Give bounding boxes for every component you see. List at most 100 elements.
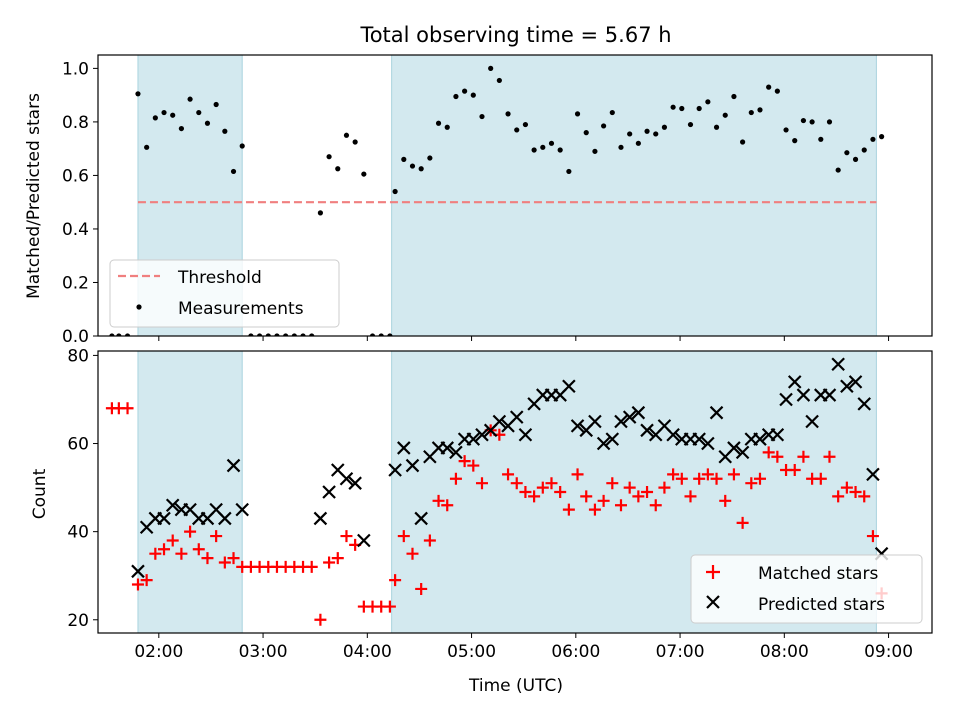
- measurements-point: [470, 92, 476, 98]
- predicted-stars-point: [466, 432, 481, 446]
- matched-stars-point: [832, 490, 845, 503]
- top-y-axis-label: Matched/Predicted stars: [24, 93, 44, 299]
- measurements-point: [387, 333, 393, 336]
- matched-stars-point: [536, 481, 549, 494]
- matched-stars-point: [528, 490, 541, 503]
- measurements-point: [239, 143, 245, 149]
- measurements-point: [161, 109, 167, 116]
- measurements-point: [574, 111, 581, 117]
- matched-stars-point: [641, 486, 654, 498]
- measurements-point: [401, 156, 407, 162]
- matched-stars-point: [441, 499, 454, 512]
- measurements-point: [670, 104, 676, 110]
- bottom-panel: 20 40 60 80 02:00 03:00 04:00 05:00 06:00 07:00 08…: [67, 346, 933, 662]
- matched-stars-point: [649, 499, 662, 512]
- measurements-point: [453, 93, 459, 100]
- measurements-point: [531, 147, 537, 153]
- predicted-stars-point: [805, 414, 819, 429]
- predicted-stars-point: [449, 445, 463, 460]
- matched-stars-point: [166, 534, 179, 547]
- measurements-point: [583, 130, 589, 136]
- measurements-point: [435, 120, 442, 126]
- predicted-stars-point: [226, 458, 241, 473]
- predicted-stars-point: [605, 432, 620, 446]
- matched-stars-point: [719, 494, 732, 507]
- measurements-point: [116, 333, 122, 336]
- matched-stars-point: [693, 472, 706, 485]
- matched-stars-point: [340, 530, 353, 543]
- measurements-point: [230, 168, 237, 175]
- predicted-stars-point: [405, 458, 420, 473]
- measurements-point: [462, 88, 468, 94]
- measurements-point: [731, 93, 737, 100]
- measurements-point: [152, 115, 158, 121]
- predicted-stars-point: [822, 388, 837, 402]
- matched-stars-point: [458, 455, 471, 468]
- measurements-point: [248, 333, 254, 336]
- matched-stars-point: [131, 578, 144, 591]
- measurements-point: [309, 333, 315, 336]
- matched-legend-swatch: [706, 565, 720, 579]
- matched-stars-point: [762, 446, 775, 459]
- matched-stars-point: [597, 494, 610, 507]
- top-plot-area: [109, 55, 885, 336]
- matched-stars-point: [623, 481, 636, 494]
- measurements-point: [852, 156, 859, 162]
- measurements-point: [378, 333, 384, 336]
- predicted-stars-point: [397, 441, 411, 455]
- matched-stars-point: [227, 552, 240, 565]
- matched-stars-point: [606, 477, 619, 490]
- predicted-stars-point: [770, 427, 785, 442]
- matched-stars-point: [745, 477, 758, 490]
- measurements-point: [557, 147, 563, 153]
- x-tick-label: 08:00: [760, 642, 809, 662]
- bottom-y-tick-label: 40: [67, 523, 89, 543]
- matched-stars-point: [323, 556, 336, 569]
- measurements-point: [826, 119, 833, 125]
- matched-stars-point: [545, 477, 558, 490]
- matched-stars-point: [192, 543, 205, 556]
- predicted-stars-point: [701, 436, 715, 451]
- measurements-point: [222, 128, 228, 134]
- measurements-point: [540, 144, 546, 150]
- measurements-point: [343, 132, 350, 138]
- bottom-y-tick-label: 20: [67, 611, 89, 631]
- measurements-point: [548, 140, 555, 146]
- measurements-point: [809, 119, 815, 125]
- measurements-point: [522, 121, 529, 128]
- measurements-point: [488, 65, 494, 71]
- measurements-point: [766, 84, 772, 90]
- measurements-point: [757, 107, 763, 113]
- predicted-stars-point: [348, 476, 362, 490]
- x-tick-label: 07:00: [656, 642, 705, 662]
- measurements-point: [427, 155, 433, 161]
- matched-stars-point: [840, 481, 853, 494]
- matched-stars-point: [814, 472, 827, 485]
- predicted-stars-point: [840, 379, 854, 394]
- x-axis-label: Time (UTC): [468, 676, 563, 696]
- predicted-stars-point: [313, 511, 328, 526]
- matched-stars-point: [449, 472, 462, 485]
- measurements-point: [609, 109, 615, 116]
- measurements-point: [566, 168, 572, 175]
- x-tick-label: 06:00: [551, 642, 600, 662]
- top-y-tick-label: 1.0: [62, 59, 89, 79]
- predicted-stars-point: [509, 410, 524, 424]
- predicted-stars-point: [848, 375, 863, 389]
- matched-stars-point: [502, 468, 515, 481]
- predicted-stars-point: [414, 511, 428, 526]
- predicted-legend-swatch: [706, 595, 720, 609]
- matched-stars-point: [210, 530, 223, 543]
- measurements-point: [418, 166, 424, 172]
- measurements-point: [844, 150, 850, 156]
- predicted-stars-point: [857, 397, 872, 411]
- predicted-stars-point: [709, 405, 724, 420]
- matched-stars-point: [684, 490, 697, 503]
- matched-stars-point: [184, 525, 197, 538]
- matched-stars-point: [580, 490, 593, 503]
- chart-title: Total observing time = 5.67 h: [359, 23, 671, 47]
- predicted-stars-point: [753, 432, 767, 446]
- measurements-point: [283, 333, 289, 336]
- matched-stars-point: [331, 552, 344, 565]
